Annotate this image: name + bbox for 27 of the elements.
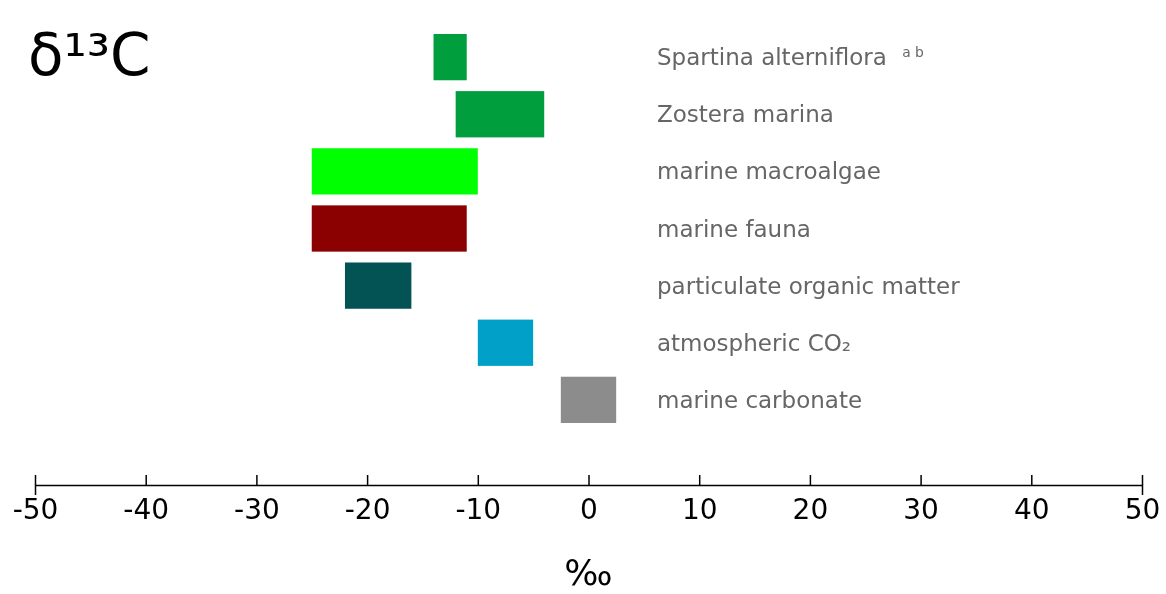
x-tick-label: 20 bbox=[792, 492, 829, 526]
chart-title: δ¹³C bbox=[28, 21, 151, 89]
x-tick-label: 10 bbox=[681, 492, 718, 526]
y-tick-label: particulate organic matter bbox=[657, 272, 961, 299]
x-tick-label: 30 bbox=[903, 492, 939, 526]
bar bbox=[311, 148, 478, 195]
x-tick-label: 50 bbox=[1124, 492, 1161, 526]
y-tick-label: marine macroalgae bbox=[657, 158, 881, 185]
y-tick-label: Zostera marina bbox=[657, 101, 834, 128]
x-tick-label: -20 bbox=[344, 492, 391, 526]
y-tick-label: marine fauna bbox=[657, 215, 811, 242]
x-tick-label: -50 bbox=[12, 492, 59, 526]
x-tick-label: 0 bbox=[580, 492, 598, 526]
y-tick-label: atmospheric CO₂ bbox=[657, 329, 852, 356]
bar bbox=[560, 376, 617, 423]
bar bbox=[477, 319, 534, 366]
y-tick-label: Spartina alterniflora $^{a b}$ bbox=[657, 44, 924, 71]
x-tick-label: -30 bbox=[234, 492, 280, 526]
x-tick-label: -10 bbox=[455, 492, 502, 526]
bar bbox=[455, 91, 545, 138]
bar bbox=[311, 205, 467, 252]
x-tick-label: -40 bbox=[123, 492, 170, 526]
bar bbox=[433, 34, 467, 81]
x-tick-label: 40 bbox=[1013, 492, 1050, 526]
bar bbox=[344, 262, 412, 309]
y-tick-label: marine carbonate bbox=[657, 386, 863, 413]
x-axis-title: ‰ bbox=[564, 552, 613, 593]
